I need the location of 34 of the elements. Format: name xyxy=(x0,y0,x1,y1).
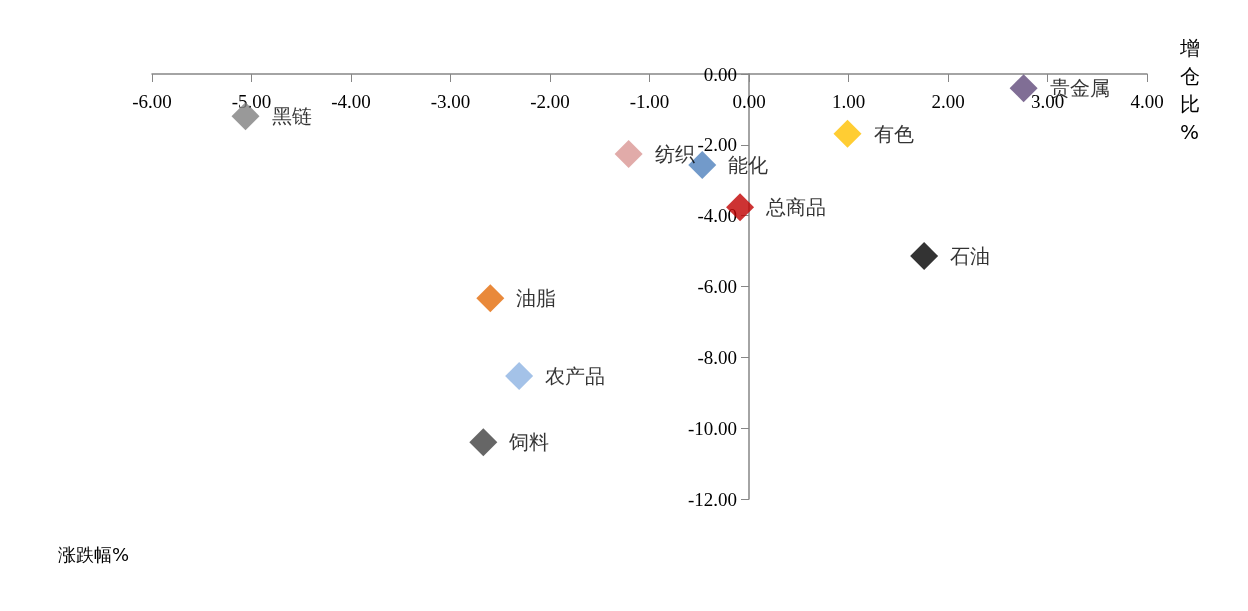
y-tick-label: -8.00 xyxy=(697,346,737,368)
y-axis-title: 增仓比% xyxy=(1179,36,1200,144)
point xyxy=(910,242,939,271)
series-label: 饲料 xyxy=(508,430,550,455)
x-tick-label: -2.00 xyxy=(530,91,570,112)
point xyxy=(833,119,862,148)
x-tick-label: 0.00 xyxy=(732,91,766,112)
point xyxy=(505,362,534,391)
x-tick-label: -5.00 xyxy=(231,91,272,112)
x-tick-label: 2.00 xyxy=(931,91,965,112)
series-label: 油脂 xyxy=(516,286,557,311)
series-label: 纺织 xyxy=(654,142,695,167)
y-tick-label: -4.00 xyxy=(697,205,737,227)
x-tick-label: 1.00 xyxy=(831,91,866,112)
point xyxy=(476,284,505,313)
y-tick-label: -6.00 xyxy=(697,276,737,297)
series-label: 总商品 xyxy=(765,195,827,220)
x-tick-label: -1.00 xyxy=(629,91,670,112)
y-tick-label: 0.00 xyxy=(703,63,737,85)
x-tick-label: -3.00 xyxy=(430,91,471,112)
y-tick-label: -10.00 xyxy=(687,417,737,439)
y-tick-label: -2.00 xyxy=(697,134,737,156)
y-tick-label: -12.00 xyxy=(687,488,737,510)
x-axis-title: 涨跌幅% xyxy=(58,543,130,565)
series-label: 能化 xyxy=(728,153,769,178)
x-tick-label: -6.00 xyxy=(132,91,172,112)
series-label: 石油 xyxy=(950,244,991,269)
point xyxy=(469,428,498,457)
x-tick-label: 4.00 xyxy=(1130,91,1164,112)
series-label: 农产品 xyxy=(545,364,606,389)
series-label: 黑链 xyxy=(271,104,312,129)
series-label: 有色 xyxy=(873,121,914,146)
point xyxy=(614,140,643,169)
x-tick-label: -4.00 xyxy=(331,91,371,112)
